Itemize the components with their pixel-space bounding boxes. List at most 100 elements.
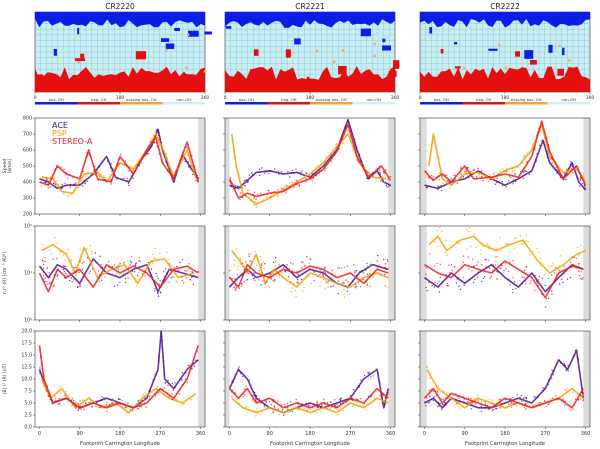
series-point-ace	[234, 185, 236, 187]
series-point-stereo-a	[548, 403, 550, 405]
series-point-psp	[516, 405, 518, 407]
series-point-stereo-a	[91, 406, 93, 408]
series-point-stereo-a	[144, 270, 147, 272]
series-point-ace	[386, 259, 389, 261]
series-point-stereo-a	[288, 185, 291, 188]
series-point-stereo-a	[185, 378, 187, 380]
series-point-ace	[492, 264, 495, 266]
series-point-psp	[84, 173, 86, 175]
series-point-psp	[495, 248, 497, 250]
series-point-stereo-a	[229, 176, 231, 179]
series-point-psp	[272, 272, 274, 274]
series-point-ace	[450, 264, 453, 266]
series-point-ace	[433, 396, 435, 398]
series-point-psp	[132, 170, 135, 172]
series-point-ace	[64, 182, 66, 184]
series-point-stereo-a	[116, 163, 119, 166]
series-point-ace	[237, 185, 240, 188]
series-point-stereo-a	[311, 180, 313, 182]
map-oh-patch	[53, 48, 57, 56]
series-point-ace	[535, 159, 537, 162]
series-point-ace	[493, 409, 495, 411]
series-point-stereo-a	[295, 179, 297, 181]
series-point-stereo-a	[548, 145, 550, 147]
series-point-psp	[237, 174, 239, 176]
series-point-psp	[443, 245, 445, 247]
series-point-psp	[450, 398, 453, 400]
series-point-psp	[579, 398, 581, 400]
series-point-psp	[281, 410, 283, 413]
map-oh-patch	[225, 26, 232, 29]
series-point-psp	[90, 262, 92, 265]
series-point-psp	[368, 173, 371, 176]
series-point-ace	[174, 180, 176, 182]
series-point-psp	[167, 268, 170, 270]
series-point-psp	[448, 244, 451, 246]
series-point-ace	[522, 397, 525, 399]
series-point-ace	[501, 180, 504, 183]
series-point-stereo-a	[529, 282, 531, 285]
series-point-stereo-a	[336, 404, 338, 406]
series-point-stereo-a	[234, 392, 236, 394]
series-point-stereo-a	[576, 165, 578, 167]
series-point-stereo-a	[280, 404, 282, 406]
series-point-psp	[117, 165, 119, 167]
series-point-psp	[129, 165, 131, 167]
series-point-psp	[233, 252, 235, 255]
series-point-psp	[189, 161, 192, 163]
series-point-psp	[253, 255, 256, 257]
series-point-ace	[509, 284, 511, 286]
series-point-ace	[505, 186, 507, 188]
series-point-stereo-a	[171, 398, 173, 401]
series-point-ace	[261, 167, 263, 169]
series-point-ace	[463, 284, 465, 286]
series-point-ace	[363, 374, 366, 377]
series-point-psp	[316, 169, 318, 171]
series-point-psp	[443, 390, 445, 393]
series-point-stereo-a	[49, 182, 51, 184]
series-point-psp	[254, 201, 256, 203]
series-point-psp	[454, 181, 456, 183]
series-point-stereo-a	[167, 392, 169, 394]
series-point-stereo-a	[580, 271, 583, 273]
series-point-psp	[366, 265, 369, 267]
series-point-stereo-a	[127, 170, 130, 172]
data-gap-shade	[388, 331, 395, 427]
series-point-ace	[278, 173, 280, 175]
series-point-stereo-a	[140, 162, 143, 164]
series-point-ace	[291, 410, 293, 413]
series-point-stereo-a	[149, 144, 151, 147]
series-point-ace	[559, 283, 561, 285]
series-point-ace	[61, 188, 63, 190]
legend-entry: ACE	[52, 121, 68, 130]
series-point-psp	[194, 179, 197, 182]
series-point-psp	[458, 402, 460, 404]
series-point-stereo-a	[162, 388, 164, 391]
series-point-stereo-a	[119, 262, 121, 264]
series-point-psp	[147, 394, 150, 397]
series-point-stereo-a	[185, 277, 187, 279]
series-point-stereo-a	[62, 264, 65, 267]
y-axis-label: n r² (R) [cm⁻³ AU²]	[2, 252, 8, 295]
series-point-psp	[330, 406, 333, 408]
series-point-ace	[432, 186, 434, 189]
series-point-stereo-a	[129, 405, 132, 408]
series-point-stereo-a	[178, 393, 181, 395]
series-point-psp	[111, 279, 113, 281]
series-point-psp	[385, 403, 387, 405]
series-point-psp	[239, 257, 242, 260]
series-point-stereo-a	[316, 402, 318, 404]
series-point-ace	[563, 173, 566, 175]
series-point-psp	[245, 260, 247, 262]
series-point-psp	[178, 168, 180, 170]
series-point-ace	[569, 276, 572, 279]
series-point-psp	[278, 276, 280, 278]
series-point-stereo-a	[265, 400, 267, 403]
series-point-stereo-a	[450, 178, 452, 180]
series-point-stereo-a	[309, 258, 312, 260]
series-point-stereo-a	[282, 188, 284, 190]
series-point-ace	[291, 169, 294, 172]
panel-density	[223, 225, 396, 322]
series-point-ace	[238, 366, 240, 368]
